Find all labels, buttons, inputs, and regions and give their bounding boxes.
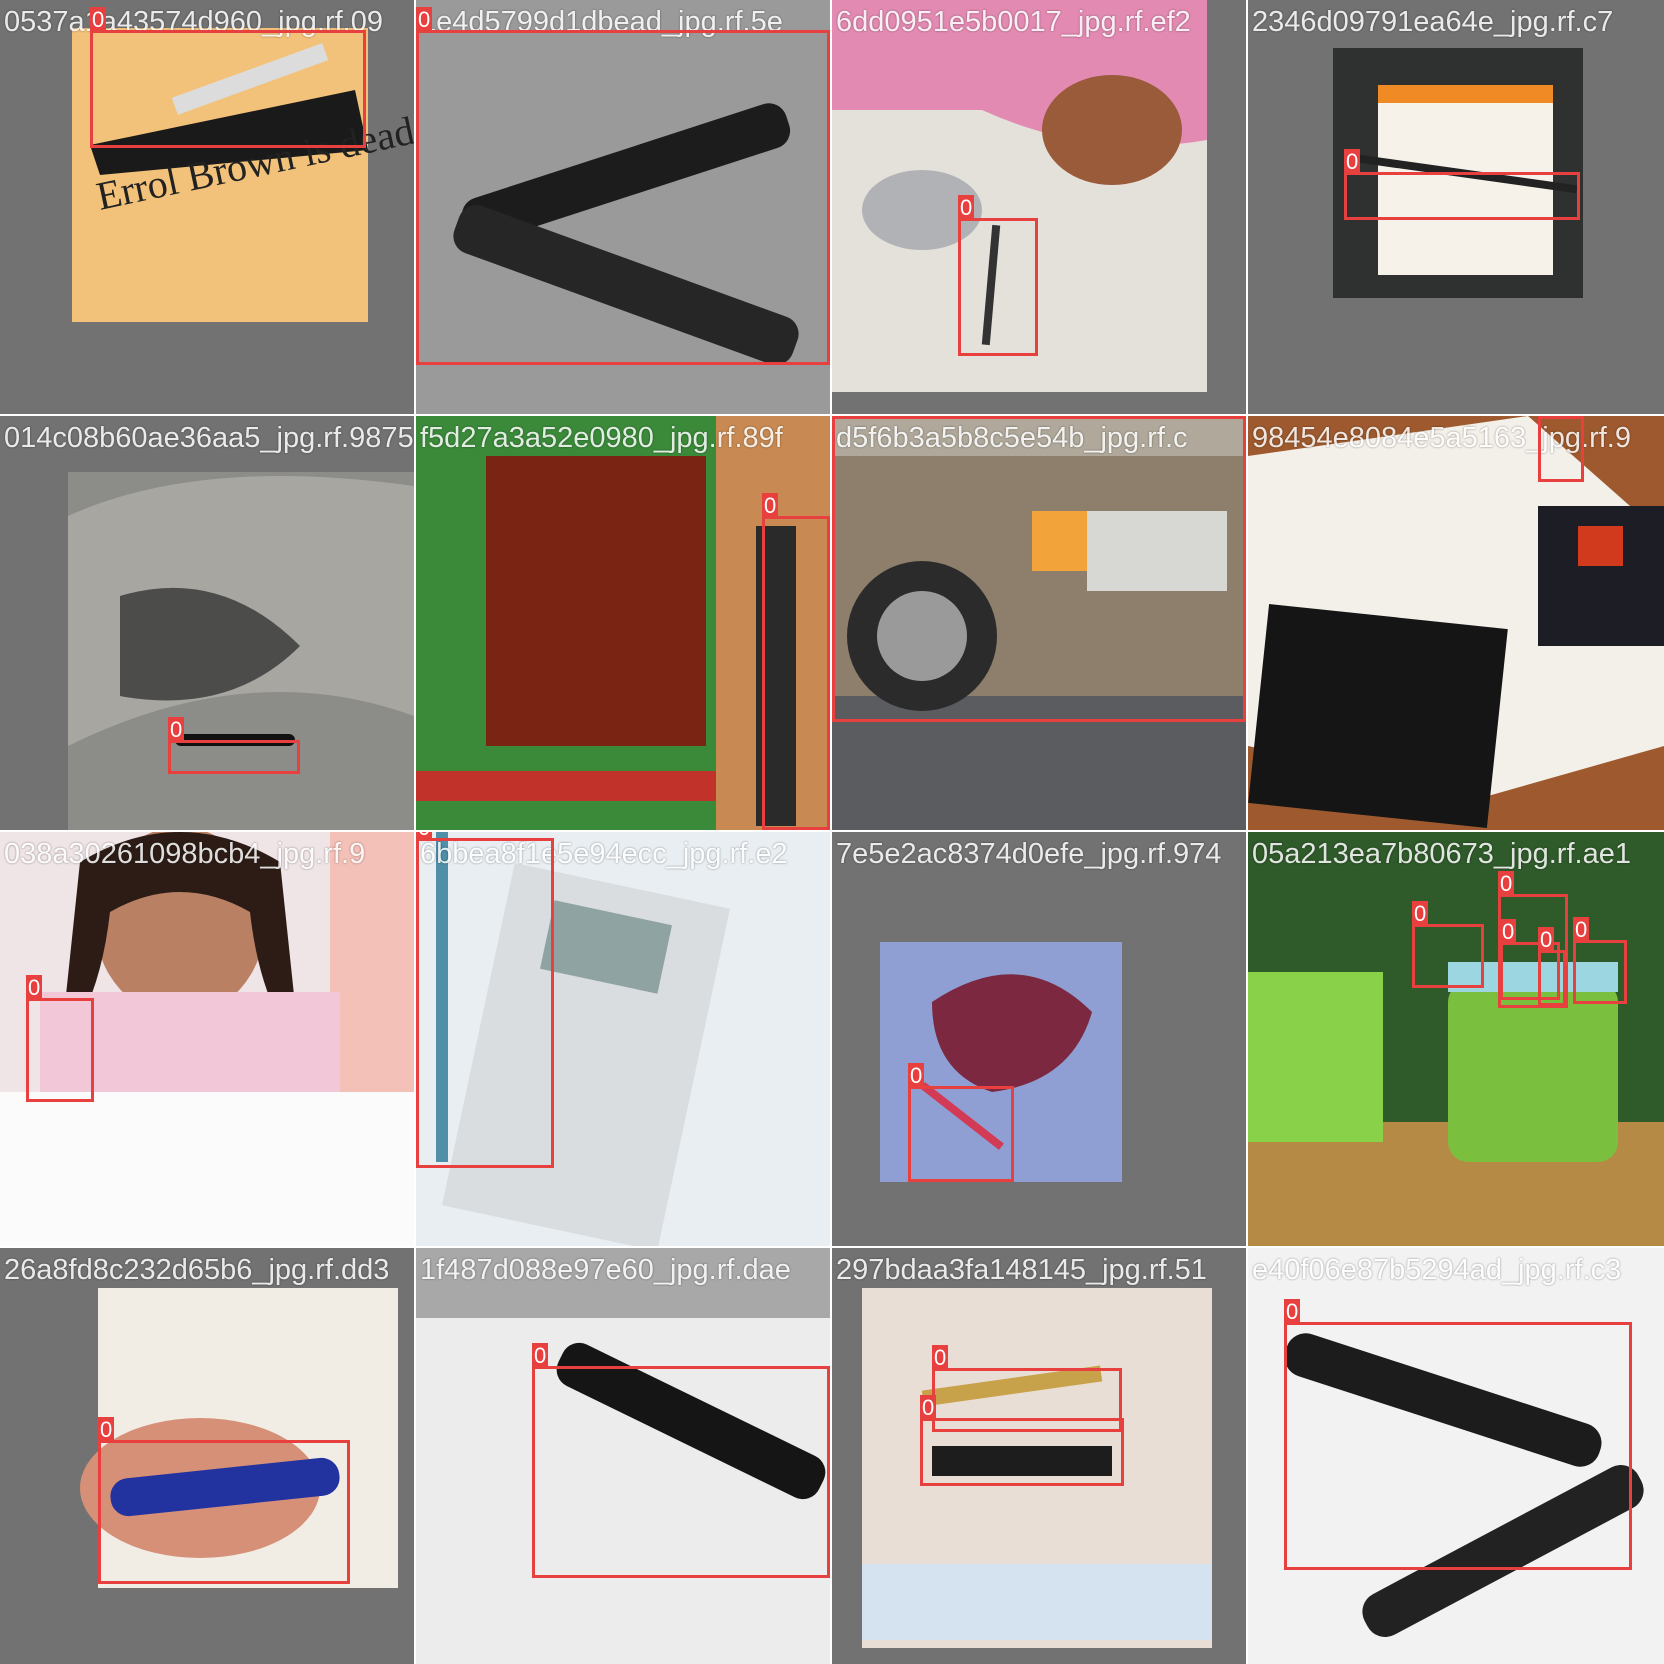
tile-4-caption: 2346d09791ea64e_jpg.rf.c7 bbox=[1252, 0, 1613, 44]
tile-4: 2346d09791ea64e_jpg.rf.c7 0 bbox=[1248, 0, 1664, 414]
tile-6-box-1-label: 0 bbox=[762, 493, 778, 519]
tile-12-image bbox=[1248, 832, 1664, 1246]
tile-14-caption: 1f487d088e97e60_jpg.rf.dae bbox=[420, 1248, 791, 1292]
tile-13-box-1: 0 bbox=[98, 1440, 350, 1584]
tile-9-box-1-label: 0 bbox=[26, 975, 42, 1001]
tile-16-caption: e40f06e87b5294ad_jpg.rf.c3 bbox=[1252, 1248, 1621, 1292]
tile-5-caption: 014c08b60ae36aa5_jpg.rf.9875 bbox=[4, 416, 414, 460]
tile-3-box-1-label: 0 bbox=[958, 195, 974, 221]
tile-12-box-1: 0 bbox=[1412, 924, 1484, 988]
tile-1-box-1-label: 0 bbox=[90, 7, 106, 33]
tile-13-caption: 26a8fd8c232d65b6_jpg.rf.dd3 bbox=[4, 1248, 389, 1292]
tile-15-box-2: 0 bbox=[920, 1418, 1124, 1486]
tile-7: d5f6b3a5b8c5e54b_jpg.rf.c 0 bbox=[832, 416, 1246, 830]
tile-11-box-1: 0 bbox=[908, 1086, 1014, 1182]
tile-5-box-1: 0 bbox=[168, 740, 300, 774]
tile-16-box-1: 0 bbox=[1284, 1322, 1632, 1570]
tile-13: 26a8fd8c232d65b6_jpg.rf.dd3 0 bbox=[0, 1248, 414, 1664]
tile-16: e40f06e87b5294ad_jpg.rf.c3 0 bbox=[1248, 1248, 1664, 1664]
tile-2-box-1-label: 0 bbox=[416, 7, 432, 33]
tile-3-image bbox=[832, 0, 1246, 414]
tile-11-image bbox=[832, 832, 1246, 1246]
tile-16-box-1-label: 0 bbox=[1284, 1299, 1300, 1325]
tile-9-caption: 038a30261098bcb4_jpg.rf.9 bbox=[4, 832, 365, 876]
tile-8-box-1-label: 0 bbox=[1538, 416, 1554, 419]
tile-5: 014c08b60ae36aa5_jpg.rf.9875 0 bbox=[0, 416, 414, 830]
tile-12-box-4: 0 bbox=[1538, 950, 1566, 1006]
tile-8-image bbox=[1248, 416, 1664, 830]
tile-3-box-1: 0 bbox=[958, 218, 1038, 356]
tile-12-box-5: 0 bbox=[1573, 940, 1627, 1004]
tile-7-box-1: 0 bbox=[832, 416, 1246, 722]
tile-12-box-5-label: 0 bbox=[1573, 917, 1589, 943]
tile-9: 038a30261098bcb4_jpg.rf.9 0 bbox=[0, 832, 414, 1246]
tile-6: f5d27a3a52e0980_jpg.rf.89f 0 bbox=[416, 416, 830, 830]
tile-1: Errol Brown is dead. 0537a1a43574d960_jp… bbox=[0, 0, 414, 414]
tile-15: 297bdaa3fa148145_jpg.rf.51 0 0 bbox=[832, 1248, 1246, 1664]
tile-9-box-1: 0 bbox=[26, 998, 94, 1102]
tile-8-box-1: 0 bbox=[1538, 416, 1584, 482]
tile-14: 1f487d088e97e60_jpg.rf.dae 0 bbox=[416, 1248, 830, 1664]
tile-13-box-1-label: 0 bbox=[98, 1417, 114, 1443]
tile-6-box-1: 0 bbox=[762, 516, 830, 830]
tile-1-box-1: 0 bbox=[90, 30, 366, 148]
tile-10-box-1: 0 bbox=[416, 838, 554, 1168]
tile-10-box-1-label: 0 bbox=[416, 832, 432, 841]
tile-10: 6bbea8f1e5e94ecc_jpg.rf.e2 0 bbox=[416, 832, 830, 1246]
tile-2: 1e4d5799d1dbead_jpg.rf.5e 0 bbox=[416, 0, 830, 414]
tile-7-box-1-label: 0 bbox=[832, 416, 848, 419]
tile-5-box-1-label: 0 bbox=[168, 717, 184, 743]
tile-8: 98454e8084e5a5163_jpg.rf.9 0 bbox=[1248, 416, 1664, 830]
tile-15-caption: 297bdaa3fa148145_jpg.rf.51 bbox=[836, 1248, 1207, 1292]
tile-12: 05a213ea7b80673_jpg.rf.ae1 0 0 0 0 0 bbox=[1248, 832, 1664, 1246]
tile-12-caption: 05a213ea7b80673_jpg.rf.ae1 bbox=[1252, 832, 1631, 876]
tile-6-caption: f5d27a3a52e0980_jpg.rf.89f bbox=[420, 416, 783, 460]
tile-3: 6dd0951e5b0017_jpg.rf.ef2 0 bbox=[832, 0, 1246, 414]
tile-12-box-3-label: 0 bbox=[1500, 919, 1516, 945]
tile-15-box-1-label: 0 bbox=[932, 1345, 948, 1371]
tile-2-box-1: 0 bbox=[416, 30, 830, 365]
tile-12-box-4-label: 0 bbox=[1538, 927, 1554, 953]
tile-4-box-1: 0 bbox=[1344, 172, 1580, 220]
tile-12-box-1-label: 0 bbox=[1412, 901, 1428, 927]
tile-11-box-1-label: 0 bbox=[908, 1063, 924, 1089]
tile-11: 7e5e2ac8374d0efe_jpg.rf.974 0 bbox=[832, 832, 1246, 1246]
tile-3-caption: 6dd0951e5b0017_jpg.rf.ef2 bbox=[836, 0, 1191, 44]
tile-11-caption: 7e5e2ac8374d0efe_jpg.rf.974 bbox=[836, 832, 1221, 876]
tile-4-box-1-label: 0 bbox=[1344, 149, 1360, 175]
tile-14-box-1-label: 0 bbox=[532, 1343, 548, 1369]
tile-15-box-2-label: 0 bbox=[920, 1395, 936, 1421]
tile-14-box-1: 0 bbox=[532, 1366, 830, 1578]
tile-12-box-2-label: 0 bbox=[1498, 871, 1514, 897]
